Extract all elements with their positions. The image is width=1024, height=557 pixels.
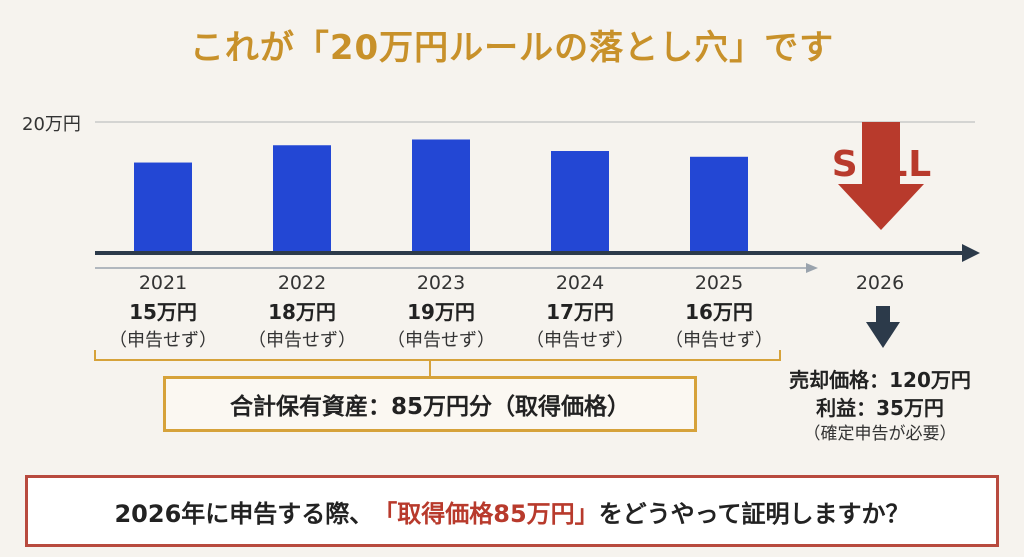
note-label: （申告せず） bbox=[665, 330, 773, 351]
sale-note: （確定申告が必要） bbox=[803, 424, 957, 444]
sell-arrow-shaft bbox=[862, 122, 900, 184]
year-column-2021: 2021 15万円 （申告せず） bbox=[103, 272, 223, 352]
tick-label: 2025 bbox=[694, 272, 744, 294]
data-label: 16万円 bbox=[685, 300, 753, 324]
reference-line-label: 20万円 bbox=[22, 114, 81, 135]
year-column-2025: 2025 16万円 （申告せず） bbox=[659, 272, 779, 352]
tick-label: 2024 bbox=[555, 272, 605, 294]
sell-arrow-head bbox=[838, 184, 924, 230]
year-column-2024: 2024 17万円 （申告せず） bbox=[520, 272, 640, 352]
sell-label: SELL bbox=[831, 144, 933, 185]
sale-info: 売却価格：120万円 利益：35万円 （確定申告が必要） bbox=[760, 366, 1000, 446]
down-arrow-shaft bbox=[876, 306, 890, 324]
bar-2022 bbox=[273, 145, 331, 253]
data-label: 18万円 bbox=[268, 300, 336, 324]
tick-label: 2022 bbox=[277, 272, 327, 294]
question-box: 2026年に申告する際、 「取得価格85万円」 をどうやって証明しますか？ bbox=[25, 475, 999, 547]
question-before: 2026年に申告する際、 bbox=[114, 499, 374, 528]
year-column-2022: 2022 18万円 （申告せず） bbox=[242, 272, 362, 352]
sell-year: 2026 bbox=[855, 272, 905, 294]
bar-2023 bbox=[412, 139, 470, 253]
sale-profit: 利益：35万円 bbox=[816, 396, 944, 420]
timeline-subline-arrowhead bbox=[806, 263, 818, 273]
year-column-2023: 2023 19万円 （申告せず） bbox=[381, 272, 501, 352]
page-title: これが「20万円ルールの落とし穴」です bbox=[189, 28, 835, 68]
bar-2021 bbox=[134, 162, 192, 253]
note-label: （申告せず） bbox=[109, 330, 217, 351]
data-label: 17万円 bbox=[546, 300, 614, 324]
note-label: （申告せず） bbox=[387, 330, 495, 351]
bar-2024 bbox=[551, 151, 609, 253]
sale-price: 売却価格：120万円 bbox=[789, 368, 971, 392]
tick-label: 2023 bbox=[416, 272, 466, 294]
bar-2025 bbox=[690, 156, 748, 253]
question-after: をどうやって証明しますか？ bbox=[598, 499, 910, 528]
tick-label: 2021 bbox=[138, 272, 188, 294]
data-label: 15万円 bbox=[129, 300, 197, 324]
note-label: （申告せず） bbox=[248, 330, 356, 351]
down-arrow-head bbox=[866, 322, 900, 348]
bars-group bbox=[134, 139, 748, 253]
question-highlight: 「取得価格85万円」 bbox=[373, 499, 599, 528]
total-holdings-box: 合計保有資産：85万円分（取得価格） bbox=[163, 376, 697, 432]
holding-bracket bbox=[94, 350, 781, 361]
note-label: （申告せず） bbox=[526, 330, 634, 351]
x-axis-arrowhead bbox=[962, 244, 980, 262]
data-label: 19万円 bbox=[407, 300, 475, 324]
total-holdings-text: 合計保有資産：85万円分（取得価格） bbox=[229, 394, 630, 420]
